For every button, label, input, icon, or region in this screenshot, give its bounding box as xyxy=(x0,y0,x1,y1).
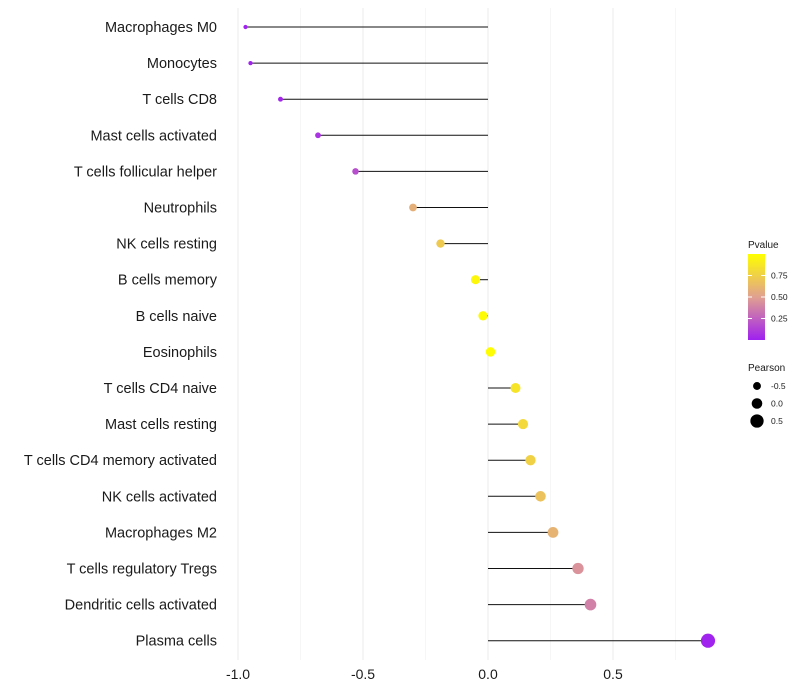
lollipop-point xyxy=(485,347,496,357)
pvalue-colorbar xyxy=(748,254,765,340)
size-legend-label: 0.5 xyxy=(771,416,783,426)
category-label: B cells memory xyxy=(118,273,218,289)
category-label: Macrophages M2 xyxy=(105,525,217,541)
category-label: T cells CD4 naive xyxy=(104,381,217,397)
x-tick-label: 0.0 xyxy=(478,666,498,682)
lollipop-point xyxy=(572,562,584,575)
category-label: T cells regulatory Tregs xyxy=(67,562,217,578)
pearson-legend: Pearson -0.5 0.0 0.5 xyxy=(748,363,786,428)
lollipop-point xyxy=(436,239,445,248)
size-legend-key xyxy=(750,414,764,428)
lollipop-point xyxy=(470,275,481,285)
lollipop-point xyxy=(517,419,529,430)
lollipop-point xyxy=(525,455,536,466)
category-label: Monocytes xyxy=(147,56,217,72)
size-legend-label: -0.5 xyxy=(771,381,786,391)
category-label: T cells CD8 xyxy=(142,92,217,108)
lollipop-point xyxy=(478,311,488,321)
lollipop-point xyxy=(409,203,417,212)
pvalue-legend: Pvalue 0.75 0.50 0.25 xyxy=(748,240,788,340)
lollipop-point xyxy=(535,491,546,502)
category-label: Dendritic cells activated xyxy=(65,598,217,614)
pvalue-legend-title: Pvalue xyxy=(748,240,779,251)
size-legend-key xyxy=(751,398,763,409)
category-label: Mast cells resting xyxy=(105,417,217,433)
lollipop-point xyxy=(315,132,321,139)
pearson-legend-title: Pearson xyxy=(748,363,785,374)
category-label: T cells follicular helper xyxy=(74,164,217,180)
size-legend-key xyxy=(753,382,761,390)
category-label: Plasma cells xyxy=(136,634,217,650)
size-legend-label: 0.0 xyxy=(771,399,783,409)
lollipop-point xyxy=(243,24,248,30)
category-label: Neutrophils xyxy=(144,201,217,217)
lollipop-point xyxy=(584,598,597,611)
category-label: Macrophages M0 xyxy=(105,20,217,36)
lollipop-point xyxy=(248,60,253,66)
category-label: T cells CD4 memory activated xyxy=(24,453,217,469)
colorbar-tick-label: 0.25 xyxy=(771,314,788,324)
colorbar-tick-label: 0.50 xyxy=(771,292,788,302)
x-tick-label: 0.5 xyxy=(603,666,623,682)
colorbar-tick-label: 0.75 xyxy=(771,271,788,281)
category-label: NK cells activated xyxy=(102,489,217,505)
x-tick-label: -0.5 xyxy=(351,666,375,682)
x-tick-label: -1.0 xyxy=(226,666,250,682)
lollipop-point xyxy=(510,383,521,393)
point-layer xyxy=(243,24,716,648)
lollipop-point xyxy=(547,526,559,538)
x-axis-ticks: -1.0 -0.5 0.0 0.5 xyxy=(226,666,623,682)
lollipop-point xyxy=(700,633,716,648)
category-label: B cells naive xyxy=(136,309,217,325)
category-labels: Macrophages M0 Monocytes T cells CD8 Mast c… xyxy=(24,20,218,650)
category-label: Eosinophils xyxy=(143,345,217,361)
lollipop-point xyxy=(278,96,283,102)
lollipop-point xyxy=(352,168,359,175)
stem-layer xyxy=(245,26,708,642)
category-label: Mast cells activated xyxy=(90,128,217,144)
category-label: NK cells resting xyxy=(116,237,217,253)
grid-layer xyxy=(237,8,676,660)
